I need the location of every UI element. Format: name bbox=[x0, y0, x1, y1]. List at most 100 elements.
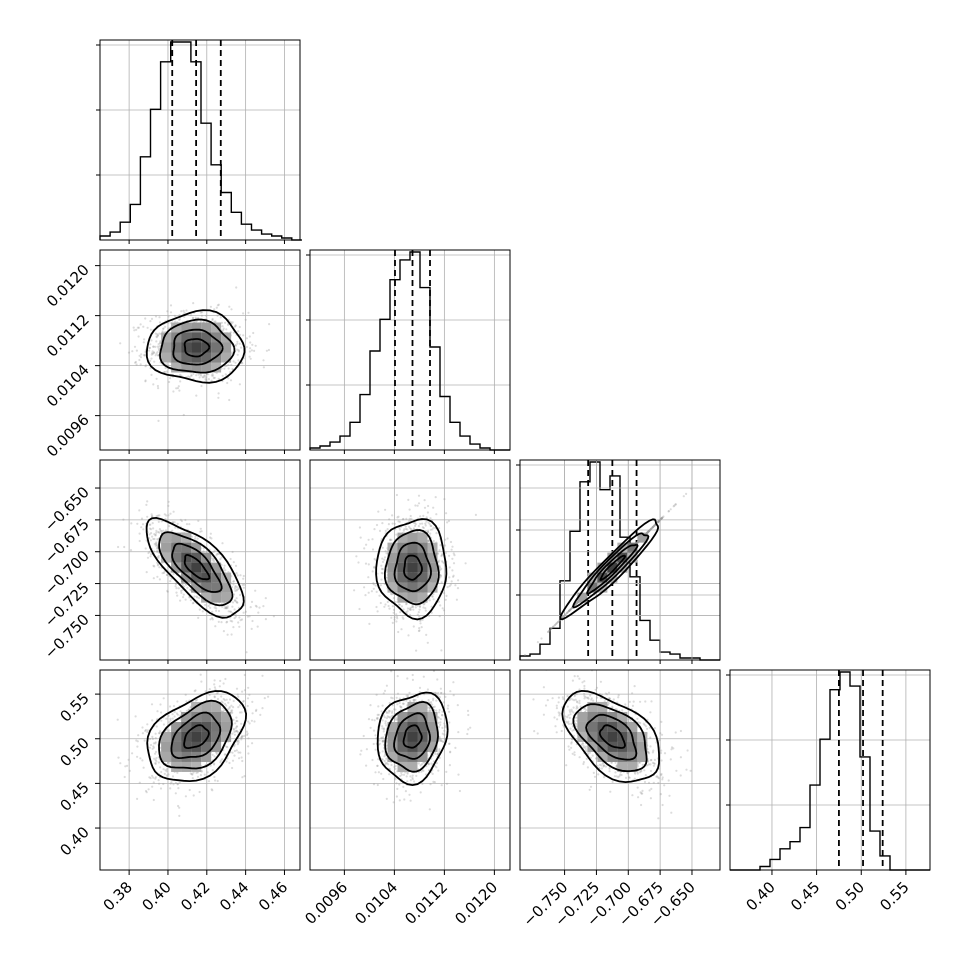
sample-point bbox=[213, 755, 216, 758]
sample-point bbox=[431, 595, 434, 598]
sample-point bbox=[662, 515, 665, 518]
sample-point bbox=[146, 515, 149, 518]
density-cell bbox=[221, 352, 232, 363]
sample-point bbox=[215, 306, 218, 309]
sample-point bbox=[217, 377, 220, 380]
sample-point bbox=[117, 545, 120, 549]
sample-point bbox=[405, 611, 408, 614]
sample-point bbox=[454, 584, 457, 587]
sample-point bbox=[557, 620, 560, 624]
sample-point bbox=[221, 374, 224, 377]
sample-point bbox=[167, 504, 170, 507]
sample-point bbox=[188, 523, 191, 526]
sample-point bbox=[373, 557, 376, 561]
sample-point bbox=[237, 359, 240, 362]
sample-point bbox=[167, 500, 170, 503]
sample-point bbox=[169, 304, 173, 307]
density-cell bbox=[171, 532, 182, 543]
density-cell bbox=[161, 332, 172, 343]
sample-point bbox=[667, 510, 671, 513]
sample-point bbox=[211, 616, 214, 620]
sample-point bbox=[452, 575, 455, 578]
sample-point bbox=[215, 609, 218, 612]
sample-point bbox=[395, 620, 398, 623]
sample-point bbox=[236, 739, 239, 743]
sample-point bbox=[447, 519, 450, 523]
sample-point bbox=[240, 756, 243, 759]
density-cell bbox=[387, 552, 398, 563]
sample-point bbox=[242, 574, 245, 578]
sample-point bbox=[152, 345, 155, 348]
sample-point bbox=[409, 514, 412, 518]
sample-point bbox=[129, 549, 133, 552]
sample-point bbox=[235, 286, 238, 289]
sample-point bbox=[658, 519, 661, 522]
sample-point bbox=[224, 607, 227, 610]
density-cell bbox=[577, 592, 588, 603]
sample-point bbox=[163, 513, 166, 516]
sample-point bbox=[367, 576, 370, 579]
sample-point bbox=[660, 517, 663, 520]
sample-point bbox=[395, 533, 398, 536]
sample-point bbox=[375, 605, 378, 609]
sample-point bbox=[139, 323, 142, 326]
sample-point bbox=[248, 355, 251, 358]
sample-point bbox=[149, 539, 152, 542]
sample-point bbox=[250, 600, 254, 604]
sample-point bbox=[418, 605, 422, 608]
sample-point bbox=[179, 518, 182, 522]
sample-point bbox=[393, 616, 396, 619]
sample-point bbox=[176, 387, 179, 390]
sample-point bbox=[155, 335, 158, 338]
sample-point bbox=[180, 310, 183, 313]
sample-point bbox=[242, 577, 245, 580]
sample-point bbox=[444, 544, 447, 547]
sample-point bbox=[225, 364, 228, 367]
sample-point bbox=[228, 398, 231, 402]
density-cell bbox=[607, 572, 618, 583]
sample-point bbox=[657, 520, 660, 523]
sample-point bbox=[156, 710, 159, 713]
sample-point bbox=[409, 608, 412, 611]
sample-point bbox=[217, 396, 220, 399]
sample-point bbox=[227, 377, 230, 380]
sample-point bbox=[657, 520, 660, 524]
sample-point bbox=[182, 593, 185, 596]
density-cell bbox=[191, 572, 202, 583]
sample-point bbox=[647, 530, 650, 533]
density-cell bbox=[191, 552, 202, 563]
density-cell bbox=[171, 322, 182, 333]
sample-point bbox=[408, 525, 411, 528]
sample-point bbox=[170, 577, 173, 580]
density-cell bbox=[211, 572, 222, 583]
sample-point bbox=[441, 607, 444, 610]
sample-point bbox=[651, 526, 654, 529]
sample-point bbox=[429, 528, 432, 531]
sample-point bbox=[548, 629, 551, 632]
sample-point bbox=[387, 604, 390, 608]
sample-point bbox=[247, 311, 250, 314]
sample-point bbox=[426, 641, 429, 644]
sample-point bbox=[373, 565, 376, 569]
sample-point bbox=[157, 520, 160, 524]
sample-point bbox=[224, 365, 227, 368]
hist-step-1 bbox=[309, 251, 510, 451]
sample-point bbox=[144, 365, 147, 368]
sample-point bbox=[248, 693, 251, 696]
sample-point bbox=[246, 615, 249, 618]
sample-point bbox=[660, 517, 663, 521]
sample-point bbox=[211, 318, 214, 322]
sample-point bbox=[211, 618, 214, 621]
sample-point bbox=[146, 500, 149, 503]
sample-point bbox=[232, 360, 235, 363]
sample-point bbox=[180, 589, 183, 593]
sample-point bbox=[145, 791, 148, 794]
sample-point bbox=[151, 522, 154, 525]
sample-point bbox=[418, 615, 421, 618]
sample-point bbox=[158, 578, 161, 581]
sample-point bbox=[194, 535, 197, 538]
sample-point bbox=[409, 527, 412, 530]
sample-point bbox=[159, 766, 162, 769]
sample-point bbox=[238, 325, 241, 329]
contour-line bbox=[159, 318, 236, 374]
